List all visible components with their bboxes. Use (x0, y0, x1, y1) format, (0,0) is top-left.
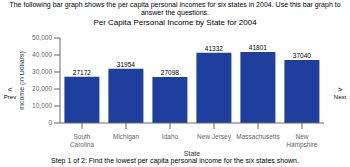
svg-text:Michigan: Michigan (113, 133, 139, 141)
svg-text:27098: 27098 (161, 69, 179, 76)
svg-text:Idaho: Idaho (162, 133, 179, 140)
svg-text:37040: 37040 (293, 52, 311, 59)
svg-text:10,000: 10,000 (32, 102, 52, 109)
html-text:Prev: Prev (3, 93, 17, 100)
svg-text:30,000: 30,000 (32, 68, 52, 75)
svg-text:20,000: 20,000 (32, 85, 52, 92)
html-text:Step 1 of 2: Find the lowest p: Step 1 of 2: Find the lowest per capita … (51, 157, 299, 164)
svg-text:State: State (184, 150, 200, 156)
svg-text:50,000: 50,000 (32, 34, 52, 41)
svg-text:31954: 31954 (117, 61, 135, 68)
svg-text:41332: 41332 (205, 45, 223, 52)
svg-text:0: 0 (48, 119, 52, 126)
svg-text:27172: 27172 (73, 69, 91, 76)
svg-text:Massachusetts: Massachusetts (236, 133, 280, 140)
svg-text:41801: 41801 (249, 44, 267, 51)
svg-text:NewHampshire: NewHampshire (286, 133, 318, 149)
html-text:The following bar graph shows: The following bar graph shows the per ca… (9, 1, 341, 16)
html-text:Per Capita Personal Income by: Per Capita Personal Income by State for … (93, 18, 257, 27)
svg-text:New Jersey: New Jersey (197, 133, 232, 141)
svg-text:Income (in Dollars): Income (in Dollars) (20, 51, 26, 110)
svg-text:40,000: 40,000 (32, 51, 52, 58)
svg-text:SouthCarolina: SouthCarolina (70, 133, 95, 148)
html-text:Next: Next (333, 93, 347, 100)
